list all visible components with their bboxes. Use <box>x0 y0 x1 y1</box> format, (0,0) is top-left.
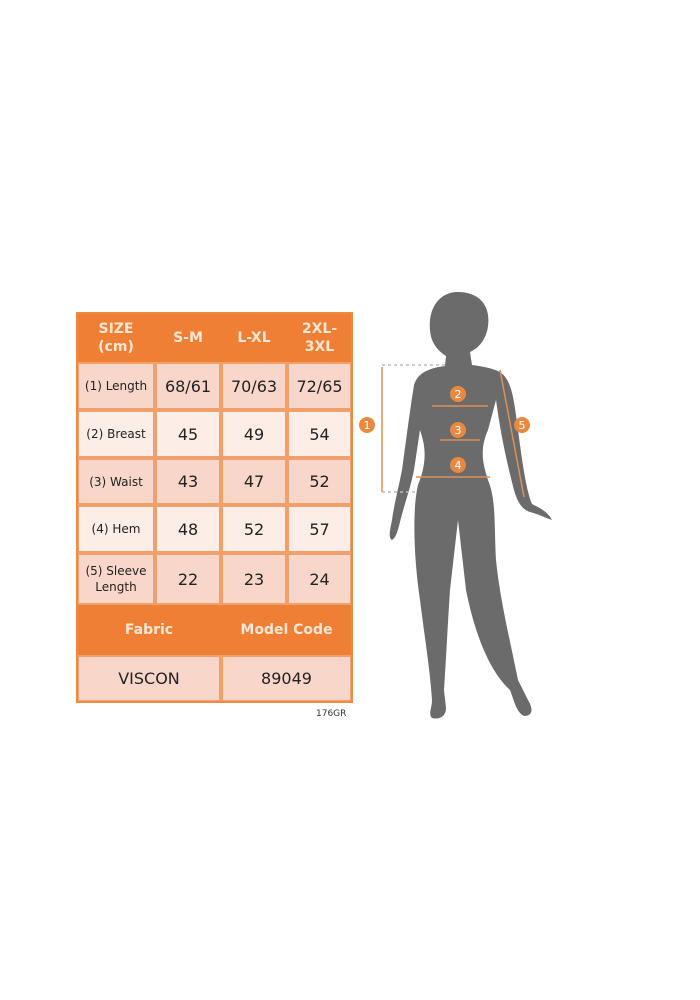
size-value-cell: 57 <box>287 505 352 553</box>
header-cell-text: L-XL <box>237 329 271 346</box>
product-code: 176GR <box>316 709 347 719</box>
header-cell-text: SIZE (cm) <box>98 320 134 355</box>
fabric-value: VISCON <box>77 655 221 702</box>
size-value-cell-text: 72/65 <box>296 376 343 396</box>
silhouette <box>389 292 552 719</box>
model-code-header-text: Model Code <box>240 622 333 638</box>
size-value-cell-text: 57 <box>309 519 330 539</box>
size-value-cell: 47 <box>221 458 287 505</box>
size-value-cell-text: 47 <box>243 472 265 491</box>
size-value-cell-text: 45 <box>177 424 199 444</box>
marker-number: 1 <box>364 419 371 432</box>
size-value-cell-text: 24 <box>309 569 330 589</box>
row-label-text: (4) Hem <box>91 522 141 536</box>
size-value-cell-text: 52 <box>243 519 265 539</box>
row-label: (2) Breast <box>77 410 155 458</box>
model-code-value: 89049 <box>221 655 352 702</box>
size-value-cell: 52 <box>287 458 352 505</box>
marker-circle <box>450 457 466 473</box>
row-label: (3) Waist <box>77 458 155 505</box>
size-value-cell-text: 49 <box>243 424 265 444</box>
size-value-cell: 24 <box>287 553 352 605</box>
size-value-cell-text: 54 <box>309 424 330 444</box>
row-label-text: (5) Sleeve Length <box>85 564 147 594</box>
row-label-text: (3) Waist <box>89 474 143 489</box>
size-value-cell: 43 <box>155 458 221 505</box>
size-value-cell-text: 43 <box>177 472 199 491</box>
size-value-cell: 68/61 <box>155 362 221 410</box>
size-value-cell-text: 70/63 <box>230 376 278 396</box>
sleeve-arrow <box>499 369 525 498</box>
marker-number: 4 <box>455 459 462 472</box>
header-cell-text: 2XL- 3XL <box>301 320 338 355</box>
model-code-value-text: 89049 <box>261 669 312 688</box>
marker-circle <box>514 417 530 433</box>
header-cell: S-M <box>155 313 221 362</box>
fabric-value-text: VISCON <box>118 669 180 688</box>
size-value-cell-text: 68/61 <box>164 376 212 396</box>
fabric-header: Fabric <box>77 605 221 655</box>
marker-circle <box>450 386 466 402</box>
row-label: (4) Hem <box>77 505 155 553</box>
row-label-text: (1) Length <box>84 379 148 393</box>
size-value-cell: 45 <box>155 410 221 458</box>
size-value-cell: 48 <box>155 505 221 553</box>
marker-circle <box>450 422 466 438</box>
size-value-cell-text: 23 <box>243 569 265 589</box>
marker-number: 3 <box>455 424 462 437</box>
model-code-header: Model Code <box>221 605 352 655</box>
row-label: (5) Sleeve Length <box>77 553 155 605</box>
header-cell: SIZE (cm) <box>77 313 155 362</box>
size-value-cell: 23 <box>221 553 287 605</box>
header-cell: L-XL <box>221 313 287 362</box>
size-value-cell-text: 48 <box>177 519 199 539</box>
row-label: (1) Length <box>77 362 155 410</box>
row-label-text: (2) Breast <box>86 427 146 441</box>
size-value-cell-text: 22 <box>177 569 199 589</box>
marker-circle <box>359 417 375 433</box>
size-value-cell: 22 <box>155 553 221 605</box>
fabric-header-text: Fabric <box>124 622 174 638</box>
size-value-cell: 54 <box>287 410 352 458</box>
marker-number: 5 <box>519 419 526 432</box>
header-cell-text: S-M <box>173 329 203 346</box>
size-value-cell: 70/63 <box>221 362 287 410</box>
size-value-cell-text: 52 <box>309 472 330 491</box>
size-value-cell: 49 <box>221 410 287 458</box>
marker-number: 2 <box>455 388 462 401</box>
size-value-cell: 52 <box>221 505 287 553</box>
